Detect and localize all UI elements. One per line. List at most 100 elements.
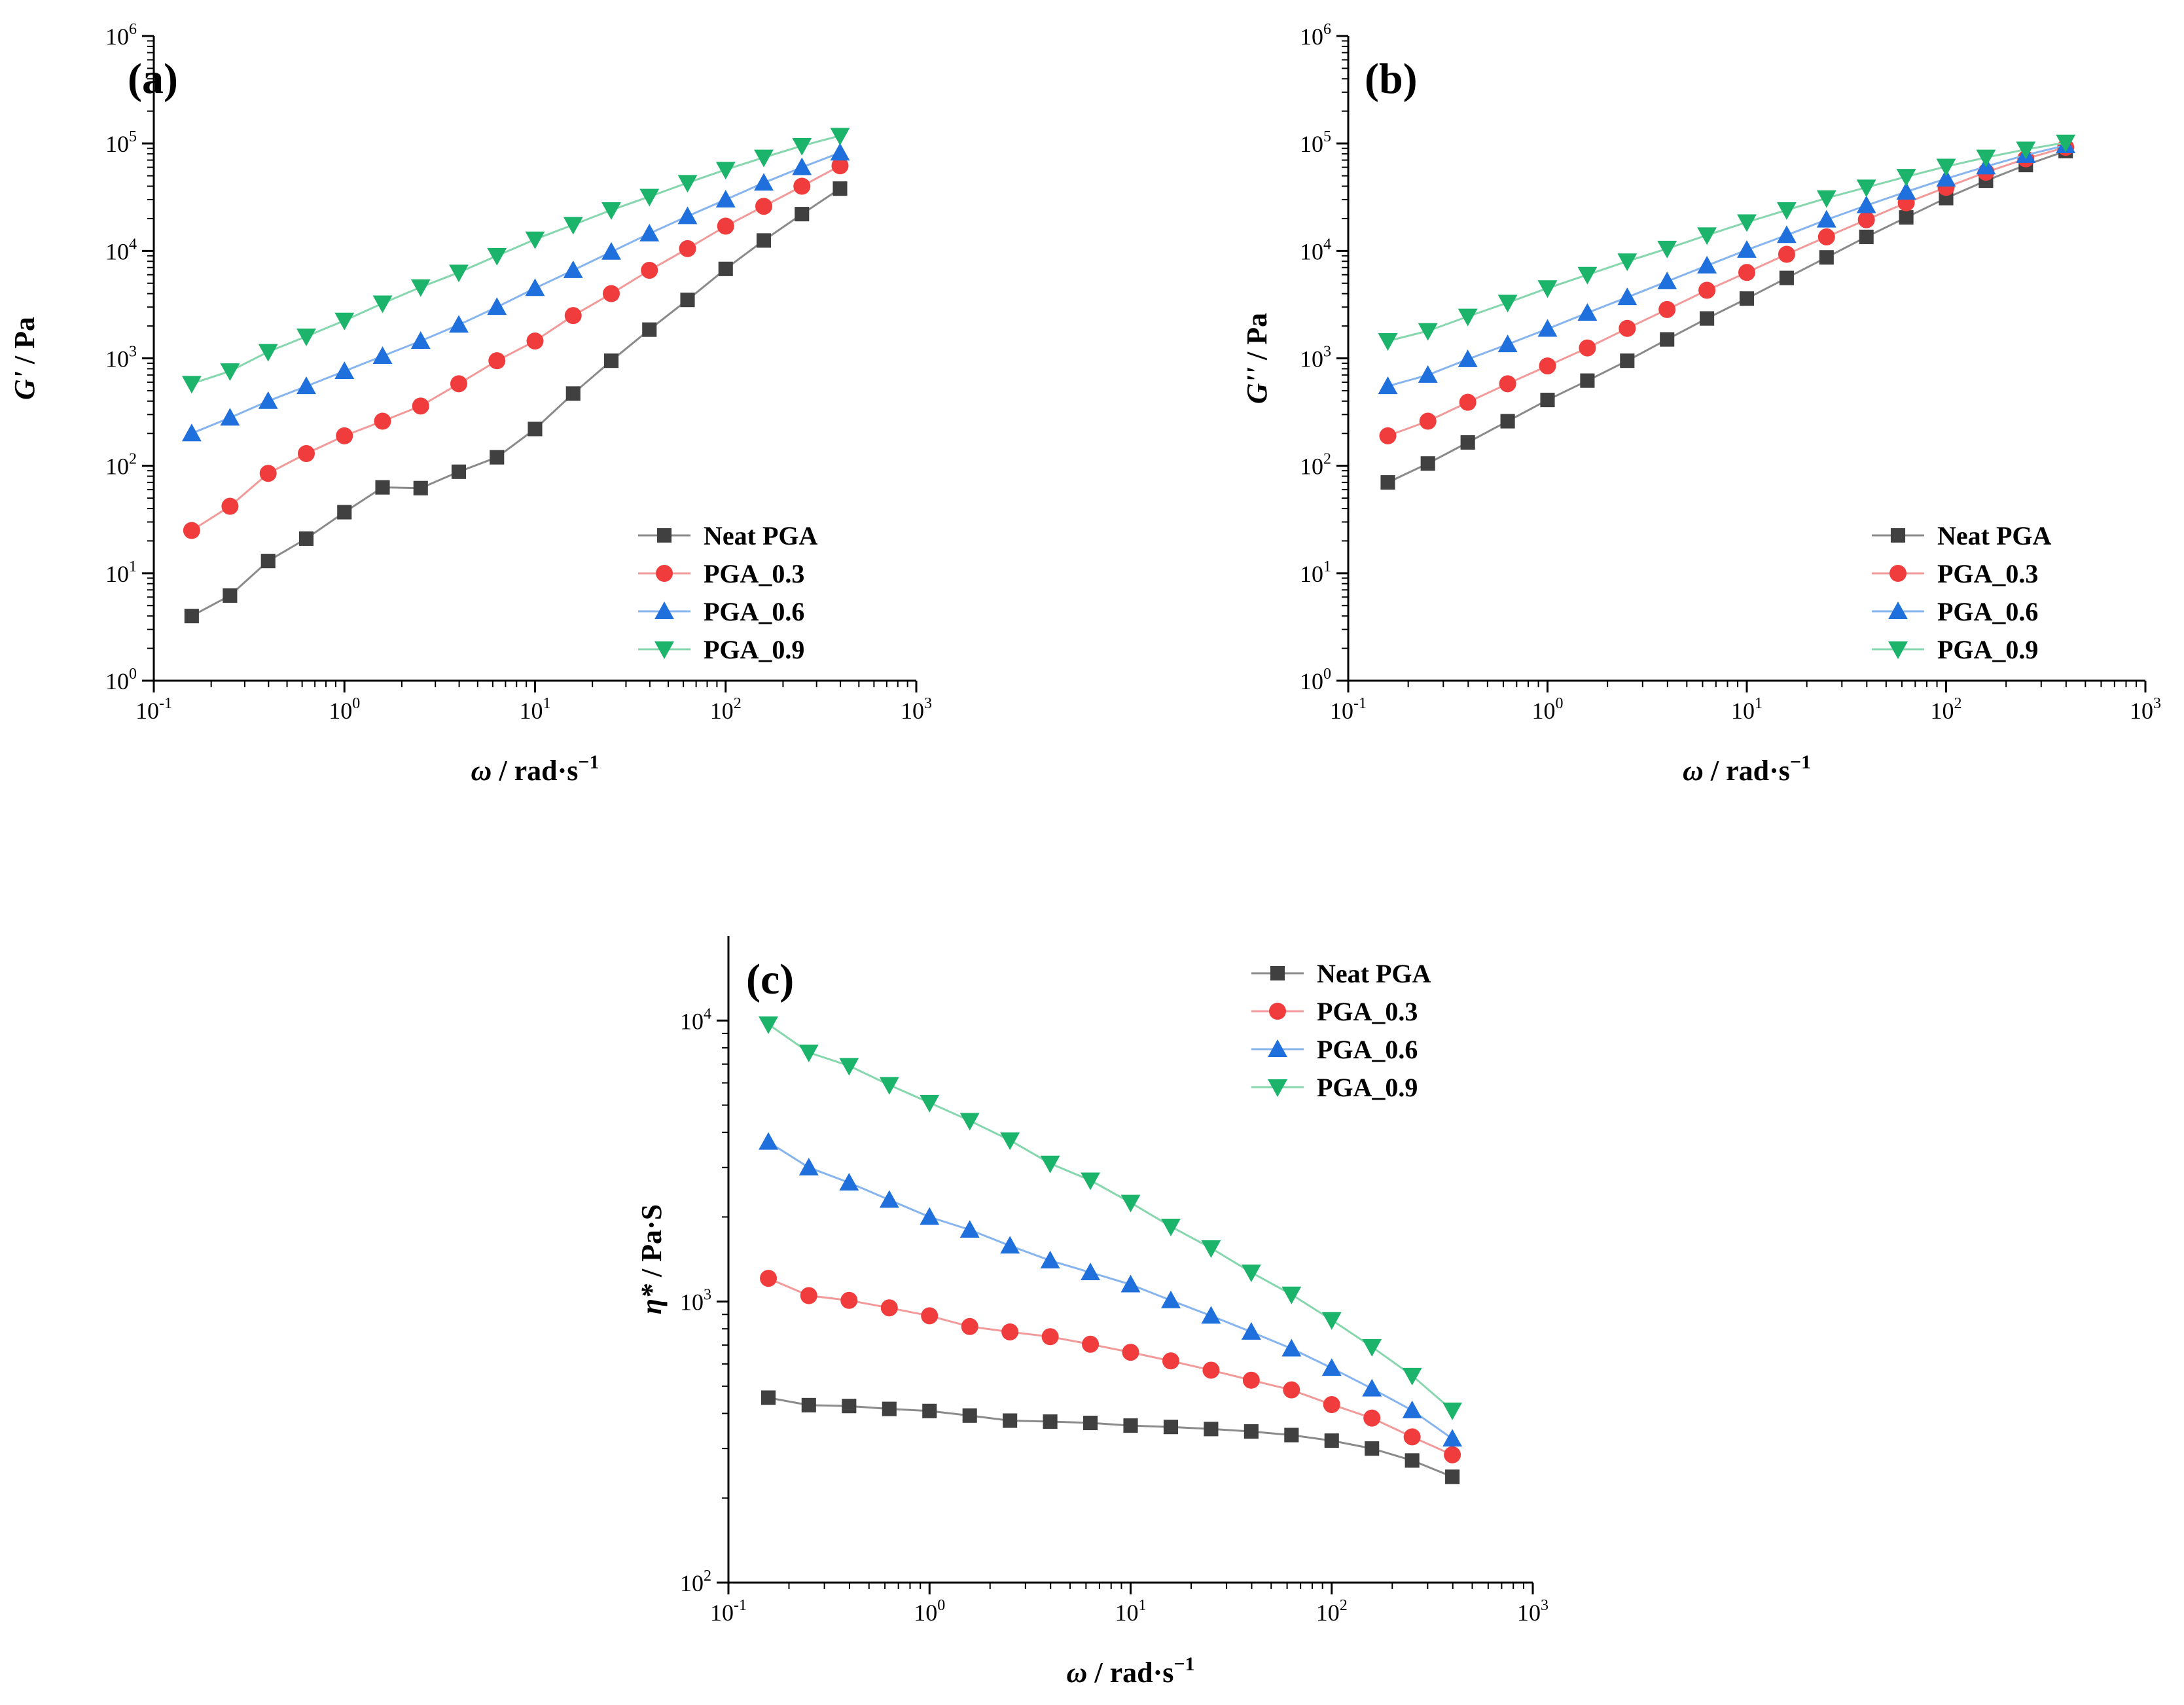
legend-item: PGA_0.9	[638, 635, 804, 664]
y-tick-label: 103	[680, 1287, 711, 1316]
data-point	[220, 408, 240, 426]
data-point	[490, 450, 505, 465]
data-point	[1658, 300, 1676, 318]
data-point	[1241, 1322, 1261, 1340]
data-point	[1162, 1352, 1179, 1370]
data-point	[1000, 1132, 1020, 1151]
data-point	[1284, 1427, 1299, 1443]
legend-item: PGA_0.3	[1872, 559, 2038, 588]
legend-label: PGA_0.3	[1317, 997, 1418, 1026]
legend: Neat PGA PGA_0.3 PGA_0.6 PGA_0.9	[638, 521, 818, 664]
data-point	[840, 1291, 858, 1309]
data-point	[564, 307, 582, 325]
data-point	[1202, 1361, 1220, 1379]
x-tick-label: 10-1	[710, 1597, 747, 1626]
y-axis-title: G'' / Pa	[1241, 313, 1273, 404]
data-point	[832, 181, 848, 196]
data-point	[642, 322, 657, 337]
data-point	[830, 128, 850, 146]
legend-marker	[654, 641, 674, 659]
data-point	[755, 198, 773, 215]
y-tick-label: 105	[105, 128, 137, 157]
data-point	[334, 312, 355, 331]
data-point	[1379, 427, 1397, 444]
data-point	[563, 260, 583, 278]
data-point	[296, 376, 316, 395]
x-tick-label: 101	[1731, 695, 1763, 724]
series-pga-0-3	[1379, 139, 2075, 444]
series-pga-0-3	[760, 1270, 1461, 1463]
data-point	[1899, 210, 1914, 225]
data-point	[1499, 375, 1516, 393]
data-point	[1324, 1433, 1339, 1448]
data-point	[181, 376, 202, 394]
data-point	[487, 247, 507, 266]
legend: Neat PGA PGA_0.3 PGA_0.6 PGA_0.9	[1872, 521, 2052, 664]
data-point	[451, 464, 467, 479]
data-point	[759, 1016, 778, 1034]
x-axis-title: ω / rad·s−1	[1067, 1653, 1195, 1689]
data-point	[258, 391, 278, 409]
data-point	[410, 331, 431, 349]
data-point	[920, 1094, 940, 1113]
data-point	[1283, 1381, 1300, 1399]
legend-marker	[1268, 1079, 1287, 1097]
series-line	[191, 164, 841, 531]
series-pga-0-9	[181, 128, 850, 394]
data-point	[831, 157, 849, 175]
y-tick-label: 103	[1300, 344, 1331, 372]
y-tick-label: 102	[105, 451, 137, 480]
data-point	[1001, 1323, 1019, 1340]
data-point	[798, 1157, 819, 1176]
data-point	[1697, 255, 1717, 274]
data-point	[1403, 1428, 1421, 1446]
data-point	[760, 1270, 778, 1287]
data-point	[181, 423, 202, 442]
data-point	[1620, 353, 1635, 368]
data-point	[920, 1207, 940, 1225]
data-point	[1082, 1335, 1100, 1353]
x-tick-label: 103	[2130, 695, 2161, 724]
data-point	[880, 1299, 898, 1317]
data-point	[298, 531, 314, 546]
legend-item: PGA_0.6	[1872, 597, 2038, 626]
data-point	[1779, 270, 1794, 285]
y-tick-label: 106	[105, 21, 137, 50]
data-point	[639, 188, 660, 207]
legend-label: PGA_0.3	[704, 559, 804, 588]
data-point	[528, 422, 543, 437]
data-point	[1859, 229, 1874, 244]
legend-item: PGA_0.9	[1872, 635, 2038, 664]
data-point	[800, 1287, 817, 1304]
data-point	[839, 1058, 859, 1076]
y-tick-label: 104	[1300, 236, 1331, 264]
data-point	[677, 206, 698, 224]
data-point	[1041, 1328, 1059, 1346]
data-point	[961, 1318, 978, 1335]
data-point	[1378, 333, 1398, 351]
series-pga-0-6	[1378, 135, 2076, 395]
legend-item: Neat PGA	[638, 521, 818, 550]
data-point	[565, 386, 581, 401]
legend-marker	[1890, 528, 1906, 543]
data-point	[1442, 1429, 1463, 1447]
series-pga-0-9	[1378, 134, 2076, 351]
y-tick-label: 102	[680, 1568, 711, 1596]
data-point	[1419, 412, 1437, 430]
data-point	[334, 361, 355, 380]
data-point	[1244, 1424, 1259, 1439]
data-point	[1402, 1367, 1422, 1386]
y-tick-label: 103	[105, 344, 137, 372]
data-point	[641, 261, 658, 279]
legend-marker	[1889, 565, 1907, 582]
legend-marker	[1888, 641, 1908, 659]
legend: Neat PGA PGA_0.3 PGA_0.6 PGA_0.9	[1251, 959, 1431, 1102]
data-point	[1201, 1240, 1221, 1258]
series-pga-0-3	[183, 157, 849, 539]
x-tick-label: 100	[329, 695, 360, 724]
panel-label: (c)	[746, 956, 794, 1003]
data-point	[959, 1113, 980, 1131]
legend-label: Neat PGA	[704, 521, 818, 550]
data-point	[1856, 179, 1876, 198]
